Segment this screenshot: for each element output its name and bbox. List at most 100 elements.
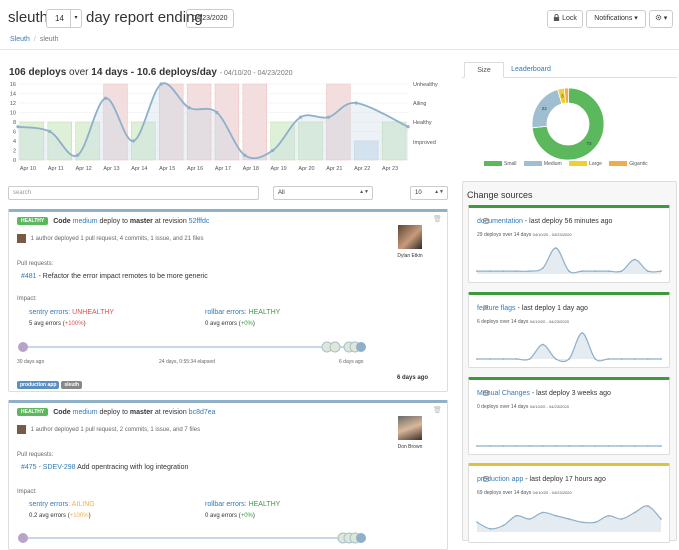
sentry-metric-close: ) [88,513,91,519]
tag-sleuth[interactable]: sleuth [61,381,83,389]
pr-link[interactable]: #481 [21,273,37,280]
trash-icon[interactable]: 🗑 [433,407,442,414]
source-link[interactable]: production app [477,476,524,483]
donut-slice [531,89,563,129]
timeline-current-dot[interactable] [356,533,366,543]
at-revision-text: at revision [154,217,187,225]
sentry-delta: +100% [64,321,84,327]
source-range: 04/10/20 - 04/23/2020 [529,319,569,324]
breadcrumb: Sleuth / sleuth [10,36,59,43]
chart-bar [159,83,184,161]
sparkline-point [607,514,610,517]
status-axis-label: Ailing [413,101,426,107]
x-tick-label: Apr 20 [298,166,314,172]
deploy-to-text: deploy to [99,217,128,225]
rollbar-errors-link[interactable]: rollbar errors [205,309,245,316]
legend-label: Small [504,161,517,167]
rollbar-status: : HEALTHY [244,309,281,316]
sparkline-point [594,445,597,447]
source-link[interactable]: feature flags [477,305,516,312]
donut-slice [563,87,570,104]
lock-button[interactable]: Lock [547,10,583,28]
chevron-down-icon[interactable]: ▾ [70,10,81,27]
sparkline-point [554,514,557,517]
issue-link[interactable]: - SDEV-298 [38,464,76,471]
change-type: Code [53,217,71,225]
source-card: documentation - last deploy 56 minutes a… [468,205,670,283]
x-tick-label: Apr 10 [20,166,36,172]
donut-slice-label: 3 [561,94,564,99]
revision-link[interactable]: bc8d7ea [188,408,216,416]
donut-slice-label: 22 [542,106,548,111]
settings-button[interactable]: ▾ [649,10,673,28]
pr-link[interactable]: #475 [21,464,37,471]
x-tick-label: Apr 21 [326,166,342,172]
sentry-status: : UNHEALTHY [68,309,115,316]
donut-slice [531,87,605,161]
y-tick-label: 8 [13,120,16,126]
breadcrumb-root-link[interactable]: Sleuth [10,36,30,43]
pull-request-item: #481 - Refactor the error impact remotes… [21,273,208,280]
chart-bar [354,140,379,161]
deploy-frequency-chart: 0 2 4 6 8 10 12 14 16 Apr 10 Apr 11 Apr 12 Apr 13 Apr… [10,82,438,172]
source-count-text: 29 deploys over 14 days [477,232,532,238]
legend-label: Medium [543,161,562,167]
breadcrumb-current: sleuth [39,36,59,43]
days-select[interactable]: 14 ▾ [46,9,82,28]
impact-heading: Impact: [17,296,37,302]
at-revision-text: at revision [154,408,187,416]
timeline-start-dot[interactable] [18,342,28,352]
sparkline-point [660,270,662,273]
source-count-text: 69 deploys over 14 days [477,490,532,496]
x-tick-label: Apr 11 [48,166,64,172]
sparkline-point [476,270,478,273]
chevron-down-icon: ▾ [634,15,638,22]
sparkline-point [502,358,505,360]
sparkline-point [581,332,584,334]
change-type: Code [53,408,71,416]
revision-link[interactable]: 52fffdc [188,217,210,225]
environment-select[interactable]: All ▲▼ [273,186,373,200]
source-link[interactable]: documentation [477,218,523,225]
source-count-text: 0 deploys over 14 days [477,404,529,410]
days-value: 14 [55,14,64,23]
timeline-dot[interactable] [329,341,341,353]
chart-bar [298,121,323,161]
sentry-errors-link[interactable]: sentry errors [29,309,69,316]
x-tick-label: Apr 19 [271,166,287,172]
y-tick-label: 14 [10,92,16,98]
x-tick-label: Apr 15 [159,166,175,172]
tag-production-app[interactable]: production app [17,381,60,389]
rollbar-metric-value: 0 [205,513,209,519]
status-badge: HEALTHY [17,408,49,416]
summary-over: over [69,67,89,78]
sparkline-point [541,267,544,270]
rollbar-metric-close: ) [252,321,255,327]
timeline-current-dot[interactable] [356,342,366,352]
sparkline-point [528,270,531,273]
per-page-select[interactable]: 10 ▲▼ [410,186,448,200]
sentry-errors-link[interactable]: sentry errors [29,501,69,508]
deploy-timeline [18,532,366,544]
legend-swatch [523,161,542,167]
deploy-summary-line: 1 author deployed 1 pull request, 4 comm… [17,234,203,243]
chart-point [103,96,108,100]
pr-title: Add opentracing with log integration [77,464,189,471]
notifications-button[interactable]: Notifications ▾ [586,10,646,28]
tab-size[interactable]: Size [464,62,504,78]
timeline-start-label: 30 days ago [17,359,45,365]
sparkline-point [489,445,492,447]
avatar [17,425,26,434]
sparkline-point [541,511,544,514]
source-last-deploy: - last deploy 17 hours ago [525,476,606,483]
end-date-input[interactable]: 04/23/2020 [186,9,234,28]
rollbar-errors-link[interactable]: rollbar errors [205,501,245,508]
source-link[interactable]: Manual Changes [477,390,530,397]
search-input[interactable]: search [8,186,259,200]
tab-leaderboard[interactable]: Leaderboard [511,66,551,73]
timeline-start-dot[interactable] [18,533,28,543]
sparkline-point [620,358,623,360]
source-sparkline [476,332,662,363]
trash-icon[interactable]: 🗑 [433,216,442,223]
size-donut-chart: 73 22 3 [531,87,605,161]
